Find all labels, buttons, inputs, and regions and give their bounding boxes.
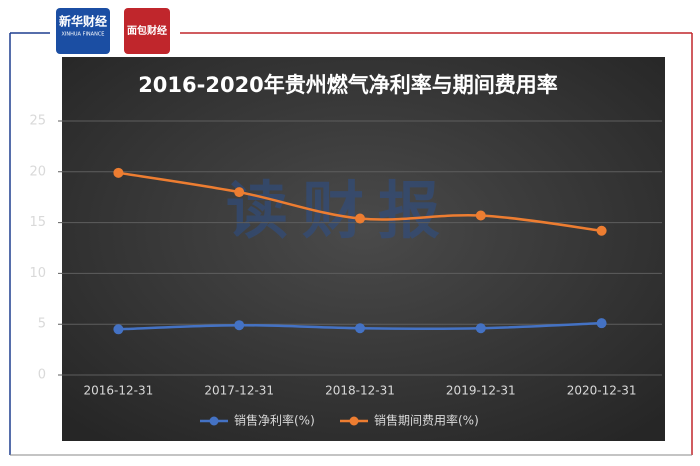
legend-marker [209, 416, 219, 426]
logo-left: 新华财经 [59, 14, 107, 29]
y-tick-label: 25 [29, 114, 46, 129]
y-tick-label: 20 [29, 164, 46, 179]
x-tick-label: 2020-12-31 [567, 384, 637, 398]
x-tick-label: 2019-12-31 [446, 384, 516, 398]
y-tick-label: 10 [29, 266, 46, 281]
logo-left-box [56, 8, 110, 54]
point [355, 323, 365, 334]
y-tick-label: 0 [38, 368, 46, 383]
point [113, 324, 124, 335]
chart-title: 2016-2020年贵州燃气净利率与期间费用率 [138, 73, 558, 97]
plot: 0 5 10 15 20 25 2016-12-31 2017-12-31 2018-12-31… [29, 114, 662, 428]
legend-label: 销售期间费用率(%) [374, 413, 479, 428]
point [596, 318, 607, 329]
x-tick-label: 2017-12-31 [204, 384, 274, 398]
point [113, 167, 124, 178]
logo-right-box [124, 8, 170, 54]
y-tick-label: 15 [29, 215, 46, 230]
point [475, 323, 486, 334]
watermark: 读财报 [226, 174, 454, 247]
x-tick-label: 2018-12-31 [325, 384, 395, 398]
point [355, 213, 365, 224]
point [475, 210, 486, 221]
legend-label: 销售净利率(%) [234, 413, 315, 428]
y-tick-label: 5 [38, 317, 46, 332]
point [234, 187, 245, 198]
logo-right: 面包财经 [127, 24, 167, 37]
point [596, 225, 607, 236]
legend-marker [349, 416, 359, 426]
x-tick-label: 2016-12-31 [84, 384, 154, 398]
point [234, 320, 245, 331]
logo-left-sub: XINHUA FINANCE [62, 32, 105, 38]
